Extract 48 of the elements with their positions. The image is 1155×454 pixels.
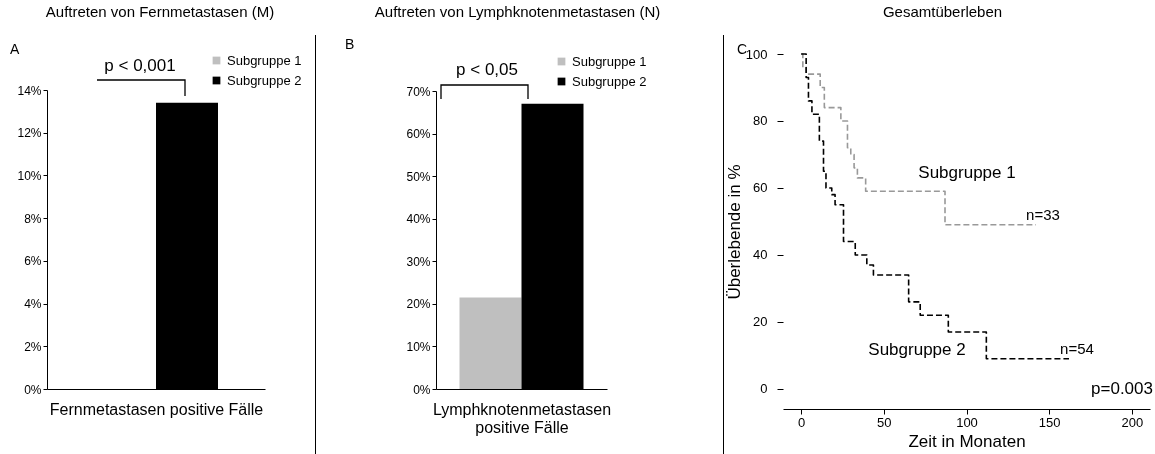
x-tick-label: 200: [1121, 414, 1144, 430]
annotation: p=0.003: [1091, 379, 1153, 398]
y-tick-label: 0: [760, 381, 768, 397]
chart-title: Auftreten von Fernmetastasen (M): [44, 3, 276, 20]
legend-label: Subgruppe 2: [227, 72, 302, 88]
annotation: Subgruppe 1: [918, 163, 1016, 182]
text: p < 0,001: [104, 56, 176, 75]
y-tick-label: 100: [745, 46, 768, 62]
x-tick-label: 0: [798, 414, 806, 430]
y-tick-label: 10%: [406, 339, 431, 354]
annotation: n=33: [1026, 206, 1060, 223]
y-tick-label: 14%: [17, 83, 42, 98]
x-axis-title: Zeit in Monaten: [908, 431, 1026, 451]
y-axis-title: Überlebende in %: [724, 164, 744, 300]
x-tick-label: 150: [1038, 414, 1061, 430]
y-tick-label: 60%: [406, 127, 431, 142]
annotation: n=54: [1060, 340, 1094, 357]
text: p < 0,05: [456, 60, 518, 79]
y-tick-label: 0%: [24, 382, 42, 397]
legend-label: Subgruppe 1: [227, 52, 302, 68]
y-tick-label: 20: [753, 314, 768, 330]
legend-label: Subgruppe 2: [572, 73, 647, 89]
y-tick-label: 80: [753, 113, 768, 129]
x-tick-label: 50: [877, 414, 892, 430]
y-tick-label: 40: [753, 247, 768, 263]
text: A: [10, 41, 20, 57]
x-axis-title: Lymphknotenmetastasen positive Fälle: [432, 400, 612, 436]
y-tick-label: 40%: [406, 212, 431, 227]
y-tick-label: 12%: [17, 126, 42, 141]
y-tick-label: 8%: [24, 211, 42, 226]
text: B: [345, 36, 355, 52]
y-tick-label: 10%: [17, 168, 42, 183]
annotation: Subgruppe 2: [868, 340, 966, 359]
y-tick-label: 4%: [24, 297, 42, 312]
chart-title: Auftreten von Lymphknotenmetastasen (N): [373, 3, 662, 20]
y-tick-label: 60: [753, 180, 768, 196]
text: C: [737, 41, 748, 57]
y-tick-label: 70%: [406, 84, 431, 99]
y-tick-label: 50%: [406, 169, 431, 184]
y-tick-label: 2%: [24, 339, 42, 354]
y-tick-label: 30%: [406, 254, 431, 269]
y-tick-label: 20%: [406, 297, 431, 312]
chart-title: Gesamtüberleben: [881, 3, 1004, 20]
x-axis-title: Fernmetastasen positive Fälle: [49, 400, 264, 418]
x-tick-label: 100: [956, 414, 978, 430]
y-tick-label: 0%: [413, 382, 431, 397]
y-tick-label: 6%: [24, 254, 42, 269]
legend-label: Subgruppe 1: [572, 53, 647, 69]
